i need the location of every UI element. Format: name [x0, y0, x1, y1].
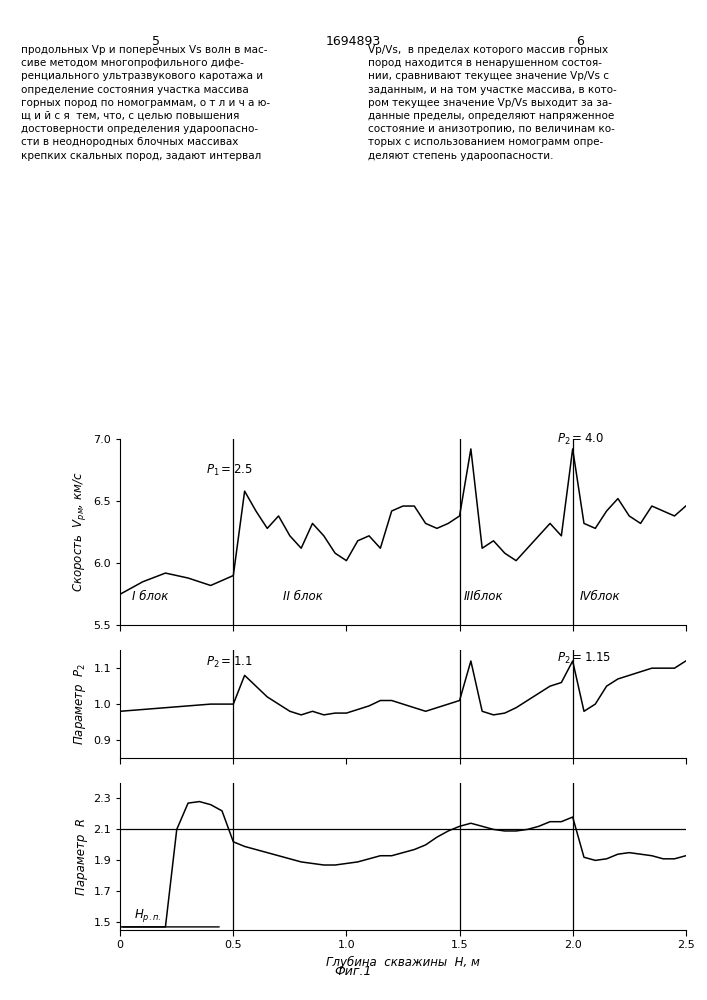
Text: IVблок: IVблок: [580, 590, 620, 603]
Text: IIIблок: IIIблок: [464, 590, 503, 603]
Y-axis label: Параметр  R: Параметр R: [75, 818, 88, 895]
Text: 6: 6: [575, 35, 584, 48]
Y-axis label: Параметр  $P_2$: Параметр $P_2$: [72, 663, 88, 745]
Y-axis label: Скорость  $V_{рм}$, км/с: Скорость $V_{рм}$, км/с: [71, 472, 88, 592]
Text: Vp/Vs,  в пределах которого массив горных
пород находится в ненарушенном состоя-: Vp/Vs, в пределах которого массив горных…: [368, 45, 617, 161]
Text: 5: 5: [151, 35, 160, 48]
Text: 1694893: 1694893: [326, 35, 381, 48]
Text: I блок: I блок: [132, 590, 168, 603]
Text: продольных Vp и поперечных Vs волн в мас-
сиве методом многопрофильного дифе-
ре: продольных Vp и поперечных Vs волн в мас…: [21, 45, 270, 161]
Text: $P_2=4.0$: $P_2=4.0$: [557, 432, 604, 447]
X-axis label: Глубина  скважины  Н, м: Глубина скважины Н, м: [326, 956, 480, 969]
Text: $P_2=1.15$: $P_2=1.15$: [557, 651, 611, 666]
Text: $P_2=1.1$: $P_2=1.1$: [206, 655, 253, 670]
Text: $P_1=2.5$: $P_1=2.5$: [206, 463, 253, 478]
Text: II блок: II блок: [283, 590, 323, 603]
Text: $H_{р.п.}$: $H_{р.п.}$: [134, 907, 161, 924]
Text: Фиг.1: Фиг.1: [334, 965, 373, 978]
